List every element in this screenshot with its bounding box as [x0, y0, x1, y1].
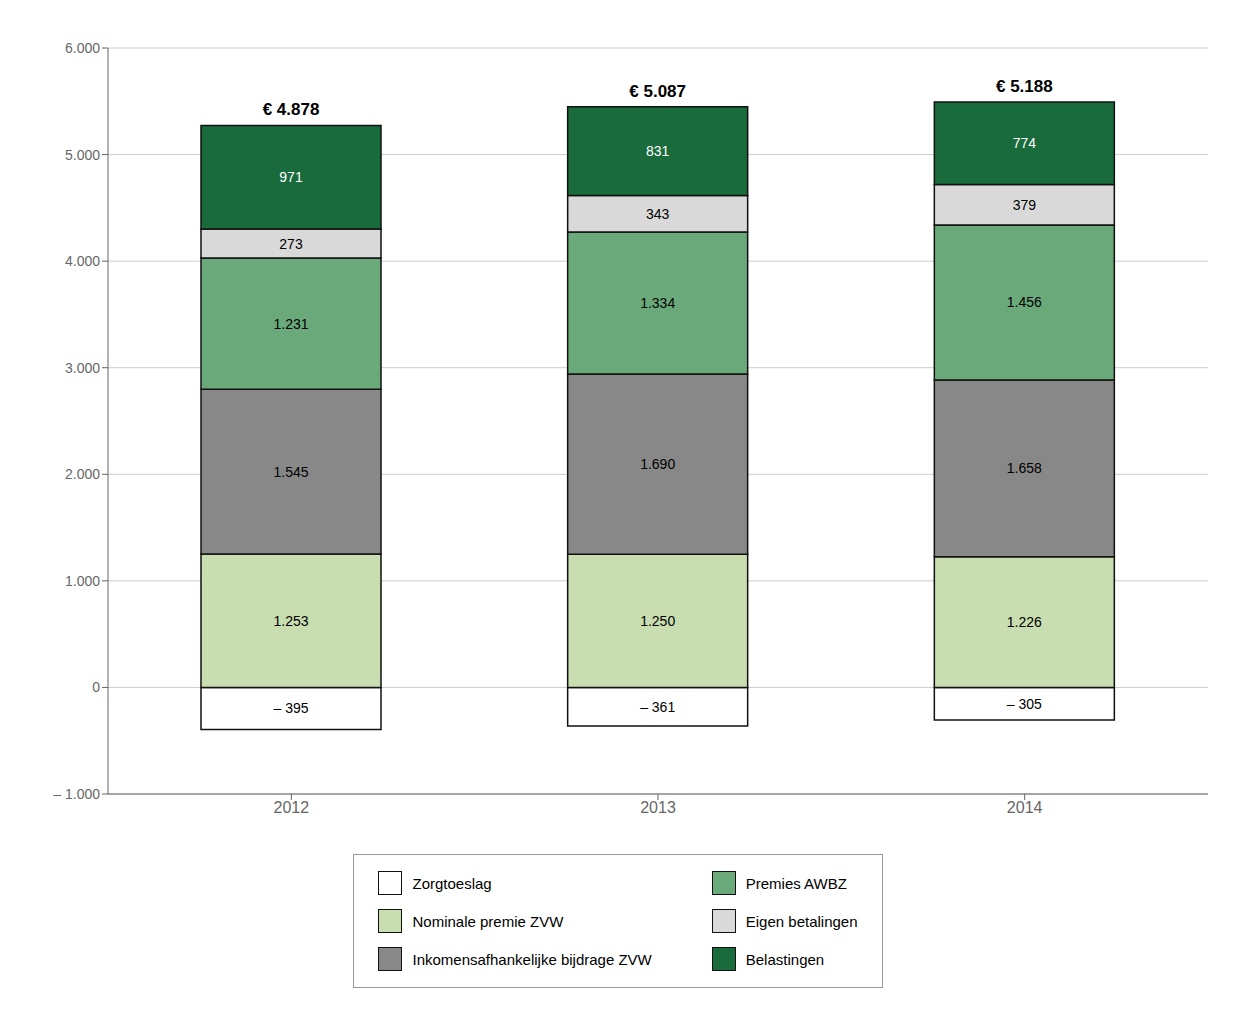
svg-text:€ 5.087: € 5.087	[629, 82, 686, 101]
html-text:Eigen betalingen: Eigen betalingen	[745, 912, 858, 930]
svg-text:971: 971	[279, 169, 303, 185]
svg-text:6.000: 6.000	[65, 40, 100, 56]
svg-text:– 361: – 361	[640, 699, 675, 715]
svg-text:273: 273	[279, 236, 303, 252]
html-text:Belastingen: Belastingen	[745, 950, 825, 968]
svg-text:€ 4.878: € 4.878	[263, 100, 320, 119]
svg-text:1.253: 1.253	[273, 613, 308, 629]
svg-text:2014: 2014	[1007, 799, 1043, 816]
svg-text:774: 774	[1013, 135, 1037, 151]
svg-text:– 305: – 305	[1007, 696, 1042, 712]
svg-text:1.690: 1.690	[640, 456, 675, 472]
svg-text:1.545: 1.545	[273, 464, 308, 480]
svg-text:3.000: 3.000	[65, 360, 100, 376]
svg-text:1.226: 1.226	[1007, 614, 1042, 630]
html-text:Nominale premie ZVW: Nominale premie ZVW	[412, 912, 564, 930]
svg-text:– 395: – 395	[273, 700, 308, 716]
html-text:Premies AWBZ: Premies AWBZ	[745, 874, 847, 892]
svg-text:2.000: 2.000	[65, 466, 100, 482]
svg-text:0: 0	[92, 679, 100, 695]
svg-text:1.231: 1.231	[273, 316, 308, 332]
svg-text:– 1.000: – 1.000	[53, 786, 100, 802]
html-text:Inkomensafhankelijke bijdrage: Inkomensafhankelijke bijdrage ZVW	[412, 950, 652, 968]
svg-text:1.658: 1.658	[1007, 460, 1042, 476]
html-text:Zorgtoeslag: Zorgtoeslag	[412, 874, 492, 892]
svg-text:1.000: 1.000	[65, 573, 100, 589]
svg-text:1.334: 1.334	[640, 295, 675, 311]
svg-text:€ 5.188: € 5.188	[996, 77, 1053, 96]
svg-text:1.250: 1.250	[640, 613, 675, 629]
svg-text:1.456: 1.456	[1007, 294, 1042, 310]
svg-text:2013: 2013	[640, 799, 676, 816]
svg-text:379: 379	[1013, 197, 1037, 213]
svg-text:2012: 2012	[274, 799, 310, 816]
svg-text:5.000: 5.000	[65, 147, 100, 163]
svg-text:4.000: 4.000	[65, 253, 100, 269]
svg-text:831: 831	[646, 143, 670, 159]
svg-text:343: 343	[646, 206, 670, 222]
